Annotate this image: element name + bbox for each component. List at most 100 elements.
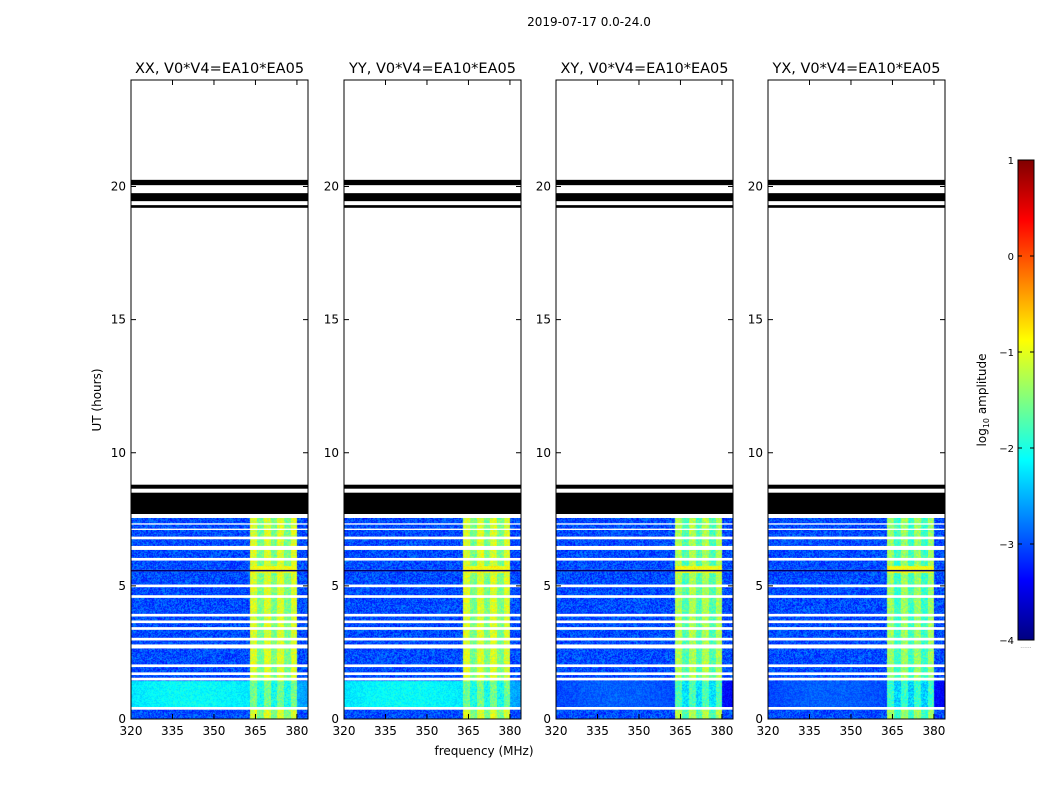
y-tick-label: 0	[118, 712, 126, 726]
gap-band	[556, 707, 733, 710]
y-tick-label: 5	[331, 579, 339, 593]
gap-band	[556, 528, 733, 530]
gap-band	[344, 528, 521, 530]
y-tick-label: 5	[755, 579, 763, 593]
gap-band	[556, 523, 733, 525]
panel-yx: YX, V0*V4=EA10*EA05 320 335 350 365 380 0 5 10 15…	[748, 61, 946, 738]
colorbar-tick-label: −3	[999, 540, 1014, 551]
x-tick-label: 320	[757, 724, 780, 738]
flag-band	[131, 484, 308, 489]
flag-band	[556, 193, 733, 202]
axes-frame	[555, 79, 734, 720]
flag-band	[556, 492, 733, 514]
axes-frame	[767, 79, 946, 720]
gap-band	[768, 557, 945, 561]
x-tick-label: 320	[120, 724, 143, 738]
gap-band	[131, 584, 308, 588]
flag-band	[768, 205, 945, 208]
dark-line	[768, 569, 945, 572]
waterfall-image	[344, 517, 521, 719]
gap-band	[344, 664, 521, 668]
dark-line	[556, 569, 733, 572]
gap-band	[344, 584, 521, 588]
gap-band	[768, 595, 945, 598]
gap-band	[131, 613, 308, 617]
flag-band	[768, 179, 945, 186]
y-tick-label: 20	[111, 180, 126, 194]
y-tick-label: 0	[331, 712, 339, 726]
flag-band	[768, 492, 945, 514]
gap-band	[344, 523, 521, 525]
panel-xx: XX, V0*V4=EA10*EA05 320 335 350 365 380 0 5 10 15…	[111, 61, 309, 738]
gap-band	[768, 545, 945, 550]
gap-band	[344, 644, 521, 649]
x-tick-label: 350	[628, 724, 651, 738]
gap-band	[556, 637, 733, 641]
x-tick-label: 365	[457, 724, 480, 738]
gap-band	[768, 707, 945, 710]
x-tick-label: 380	[922, 724, 945, 738]
panel-title: XY, V0*V4=EA10*EA05	[560, 61, 728, 77]
y-tick-label: 0	[543, 712, 551, 726]
x-tick-label: 320	[545, 724, 568, 738]
gap-band	[131, 644, 308, 649]
panel-title: YX, V0*V4=EA10*EA05	[771, 61, 940, 77]
gap-band	[131, 545, 308, 550]
gap-band	[131, 677, 308, 681]
gap-band	[768, 528, 945, 530]
y-tick-label: 10	[748, 446, 763, 460]
dark-line	[131, 569, 308, 572]
colorbar-gradient	[1017, 159, 1035, 641]
gap-band	[556, 620, 733, 624]
y-tick-label: 15	[111, 313, 126, 327]
gap-band	[131, 595, 308, 598]
gap-band	[344, 545, 521, 550]
panels: XX, V0*V4=EA10*EA05 320 335 350 365 380 0 5 10 15…	[111, 61, 946, 738]
flag-band	[344, 179, 521, 186]
x-axis-label: frequency (MHz)	[434, 744, 533, 758]
gap-band	[131, 664, 308, 668]
y-tick-label: 10	[324, 446, 339, 460]
gap-band	[344, 536, 521, 540]
x-tick-label: 335	[586, 724, 609, 738]
x-tick-label: 350	[416, 724, 439, 738]
y-tick-label: 20	[536, 180, 551, 194]
y-tick-label: 20	[748, 180, 763, 194]
x-tick-label: 365	[244, 724, 267, 738]
gap-band	[131, 557, 308, 561]
gap-band	[768, 523, 945, 525]
y-tick-label: 5	[543, 579, 551, 593]
colorbar-footer: ......	[1020, 643, 1032, 650]
panel-xy: XY, V0*V4=EA10*EA05 320 335 350 365 380 0 5 10 15…	[536, 61, 734, 738]
x-tick-label: 335	[161, 724, 184, 738]
gap-band	[556, 664, 733, 668]
x-tick-label: 365	[669, 724, 692, 738]
gap-band	[768, 584, 945, 588]
y-tick-label: 20	[324, 180, 339, 194]
waterfall-image	[768, 517, 945, 719]
dark-line	[344, 569, 521, 572]
flag-band	[344, 492, 521, 514]
gap-band	[131, 620, 308, 624]
gap-band	[344, 672, 521, 676]
colorbar-label: log10 amplitude	[975, 354, 991, 447]
y-tick-label: 15	[324, 313, 339, 327]
gap-band	[768, 677, 945, 681]
gap-band	[556, 644, 733, 649]
colorbar-tick-label: 0	[1008, 252, 1014, 263]
flag-band	[344, 193, 521, 202]
gap-band	[768, 644, 945, 649]
gap-band	[556, 545, 733, 550]
gap-band	[556, 595, 733, 598]
x-tick-label: 335	[798, 724, 821, 738]
flag-band	[556, 484, 733, 489]
flag-band	[131, 193, 308, 202]
gap-band	[344, 595, 521, 598]
x-tick-label: 380	[285, 724, 308, 738]
y-tick-label: 10	[111, 446, 126, 460]
gap-band	[556, 557, 733, 561]
x-tick-label: 350	[203, 724, 226, 738]
y-tick-label: 15	[536, 313, 551, 327]
colorbar-tick-label: −2	[999, 444, 1014, 455]
